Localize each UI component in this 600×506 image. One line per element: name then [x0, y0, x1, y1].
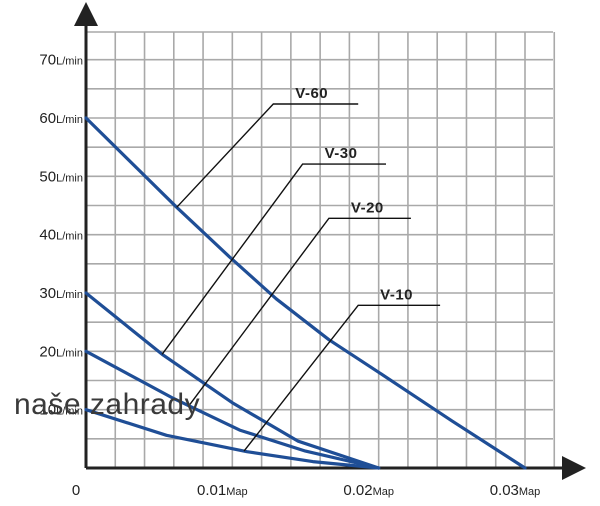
x-tick-label: 0.03Map [490, 482, 541, 499]
y-tick-value: 60 [39, 110, 56, 127]
series-line-v-60 [84, 116, 527, 470]
series-label-v-60: V-60 [295, 85, 328, 102]
series-label-v-20: V-20 [351, 199, 384, 216]
watermark-text: naše zahrady [14, 388, 201, 421]
y-tick-label: 20L/min [39, 343, 83, 360]
y-tick-value: 30 [39, 285, 56, 302]
y-tick-unit: L/min [56, 172, 83, 184]
y-tick-value: 40 [39, 227, 56, 244]
leader-line-v-60 [176, 103, 359, 208]
series-line-v-10 [84, 408, 381, 470]
x-tick-labels: 0 0.01Map 0.02Map 0.03Map [72, 482, 540, 499]
x-tick-label: 0 [72, 482, 80, 499]
y-tick-value: 50 [39, 168, 56, 185]
axes [74, 2, 586, 480]
y-tick-label: 10L/min [39, 402, 83, 419]
series-line-v-20 [84, 349, 381, 470]
series-label-v-10: V-10 [380, 286, 413, 303]
x-tick-value: 0.01 [197, 482, 226, 499]
y-tick-value: 10 [39, 402, 56, 419]
leader-line-v-20 [189, 217, 411, 405]
y-tick-unit: L/min [56, 114, 83, 126]
y-tick-unit: L/min [56, 347, 83, 359]
x-tick-unit: Map [373, 486, 394, 498]
y-tick-label: 70L/min [39, 52, 83, 69]
leader-line-v-30 [161, 163, 386, 355]
x-tick-label: 0.01Map [197, 482, 248, 499]
x-tick-value: 0.03 [490, 482, 519, 499]
y-tick-unit: L/min [56, 289, 83, 301]
series-line-v-30 [84, 291, 381, 470]
series-lines [84, 116, 527, 470]
y-tick-value: 70 [39, 52, 56, 69]
x-tick-value: 0 [72, 482, 80, 499]
leader-line-v-10 [243, 304, 441, 452]
x-tick-value: 0.02 [343, 482, 372, 499]
series-labels: V-60 V-30 V-20 V-10 [161, 85, 441, 452]
x-tick-unit: Map [519, 486, 540, 498]
y-tick-label: 50L/min [39, 168, 83, 185]
y-tick-value: 20 [39, 343, 56, 360]
y-tick-label: 60L/min [39, 110, 83, 127]
x-tick-label: 0.02Map [343, 482, 394, 499]
y-tick-unit: L/min [56, 406, 83, 418]
y-tick-unit: L/min [56, 231, 83, 243]
y-tick-labels: 10L/min20L/min30L/min40L/min50L/min60L/m… [39, 52, 83, 419]
y-tick-label: 40L/min [39, 227, 83, 244]
y-tick-unit: L/min [56, 56, 83, 68]
x-tick-unit: Map [226, 486, 247, 498]
y-tick-label: 30L/min [39, 285, 83, 302]
series-label-v-30: V-30 [325, 145, 358, 162]
